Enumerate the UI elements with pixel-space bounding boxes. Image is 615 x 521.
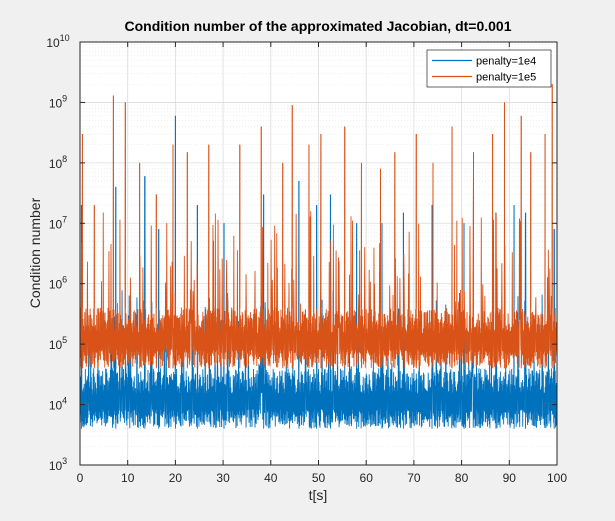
y-tick-label: 104 xyxy=(49,396,67,413)
x-tick-label: 50 xyxy=(312,471,326,485)
x-tick-label: 40 xyxy=(264,471,278,485)
y-tick-labels: 103 104 105 106 107 108 109 1010 xyxy=(46,33,69,473)
y-tick-label: 106 xyxy=(49,275,67,292)
chart-title: Condition number of the approximated Jac… xyxy=(124,18,511,34)
x-tick-label: 80 xyxy=(455,471,469,485)
x-tick-label: 30 xyxy=(216,471,230,485)
y-tick-label: 103 xyxy=(49,456,67,473)
x-tick-label: 0 xyxy=(77,471,84,485)
y-axis-label: Condition number xyxy=(27,197,43,308)
x-tick-labels: 0 10 20 30 40 50 60 70 80 90 100 xyxy=(77,471,568,485)
x-tick-label: 70 xyxy=(407,471,421,485)
y-tick-label: 107 xyxy=(49,214,67,231)
x-tick-label: 60 xyxy=(360,471,374,485)
legend-label-penalty-1e4: penalty=1e4 xyxy=(476,56,536,68)
series-line xyxy=(80,115,557,429)
y-tick-label: 108 xyxy=(49,154,67,171)
y-tick-label: 109 xyxy=(49,93,67,110)
series-line xyxy=(80,84,557,369)
tick-marks xyxy=(79,41,558,466)
legend-box xyxy=(426,49,552,88)
x-axis-label: t[s] xyxy=(309,487,328,503)
x-tick-label: 100 xyxy=(547,471,567,485)
legend-label-penalty-1e5: penalty=1e5 xyxy=(476,72,536,84)
x-tick-label: 20 xyxy=(169,471,183,485)
y-tick-label: 105 xyxy=(49,335,67,352)
legend: penalty=1e4 penalty=1e5 xyxy=(426,49,552,88)
y-tick-label: 1010 xyxy=(46,33,69,50)
x-tick-label: 90 xyxy=(503,471,517,485)
x-tick-label: 10 xyxy=(121,471,135,485)
